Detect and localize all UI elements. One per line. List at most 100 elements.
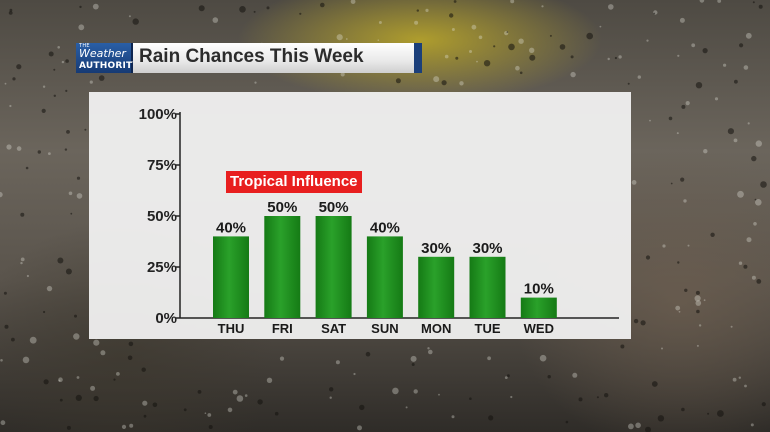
raindrop <box>510 0 515 4</box>
raindrop <box>3 291 7 295</box>
raindrop <box>681 104 686 109</box>
raindrop <box>578 397 583 402</box>
raindrop <box>755 140 762 147</box>
raindrop <box>266 6 270 10</box>
raindrop <box>633 318 639 324</box>
raindrop <box>743 65 749 70</box>
raindrop <box>59 398 63 402</box>
x-tick-label: TUE <box>475 321 501 336</box>
rain-chance-chart: 0% 25% 50% 75% 100% 40% THU 50% FRI 50% SAT 40% SUN 3… <box>139 106 619 336</box>
raindrop <box>710 232 715 237</box>
raindrop <box>12 77 16 81</box>
raindrop <box>476 60 478 63</box>
raindrop <box>20 257 25 262</box>
raindrop <box>53 94 56 98</box>
raindrop <box>699 0 705 3</box>
logo-text-weather: Weather <box>79 47 126 60</box>
raindrop <box>451 28 455 31</box>
raindrop <box>410 355 417 362</box>
raindrop <box>329 396 332 399</box>
raindrop <box>116 372 120 376</box>
raindrop <box>723 63 727 67</box>
raindrop <box>661 347 663 350</box>
raindrop <box>132 18 139 25</box>
raindrop <box>395 78 401 84</box>
raindrop <box>539 354 547 362</box>
raindrop <box>6 144 12 150</box>
raindrop <box>675 305 681 311</box>
raindrop <box>438 393 440 396</box>
raindrop <box>691 43 696 48</box>
raindrop <box>93 395 99 402</box>
raindrop <box>232 389 238 395</box>
raindrop <box>357 425 362 431</box>
weather-authority-logo: THE Weather AUTHORITY <box>76 43 139 73</box>
raindrop <box>678 310 681 313</box>
raindrop <box>529 54 536 61</box>
raindrop <box>761 402 766 407</box>
raindrop <box>453 0 457 3</box>
raindrop <box>471 24 477 30</box>
raindrop <box>645 255 651 260</box>
chart-panel: 0% 25% 50% 75% 100% 40% THU 50% FRI 50% SAT 40% SUN 3… <box>89 92 631 339</box>
raindrop <box>707 412 710 415</box>
raindrop <box>183 408 187 412</box>
raindrop <box>683 199 687 203</box>
raindrop <box>493 45 496 48</box>
raindrop <box>257 399 263 405</box>
raindrop <box>98 75 105 81</box>
raindrop <box>76 376 80 379</box>
raindrop <box>751 275 756 280</box>
raindrop <box>738 376 741 379</box>
raindrop <box>649 119 651 122</box>
raindrop <box>142 400 148 406</box>
raindrop <box>320 2 325 8</box>
raindrop <box>614 56 618 60</box>
raindrop <box>414 20 419 25</box>
raindrop <box>703 299 706 302</box>
raindrop <box>141 367 146 372</box>
raindrop <box>413 389 418 394</box>
raindrop <box>266 377 273 383</box>
raindrop <box>79 5 82 9</box>
raindrop <box>70 212 73 215</box>
raindrop <box>236 395 244 402</box>
x-tick-label: SUN <box>371 321 398 336</box>
raindrop <box>695 290 700 295</box>
raindrop <box>335 360 340 365</box>
x-tick-label: MON <box>421 321 451 336</box>
raindrop <box>377 39 380 41</box>
raindrop <box>392 387 399 395</box>
raindrop <box>299 12 302 15</box>
raindrop <box>128 15 131 18</box>
raindrop <box>43 379 49 385</box>
raindrop <box>752 1 755 4</box>
y-tick-label: 0% <box>155 310 177 327</box>
raindrop <box>487 356 491 361</box>
raindrop <box>128 341 134 347</box>
raindrop <box>737 190 744 198</box>
raindrop <box>127 355 133 361</box>
raindrop <box>204 412 207 415</box>
raindrop <box>29 336 37 344</box>
raindrop <box>57 46 60 49</box>
raindrop <box>455 56 459 60</box>
bar-value-label: 40% <box>216 219 246 236</box>
bar-thu <box>213 236 249 318</box>
raindrop <box>100 350 106 356</box>
raindrop <box>677 54 680 57</box>
page-title: Rain Chances This Week <box>139 46 364 67</box>
raindrop <box>702 48 708 54</box>
raindrop <box>676 132 679 135</box>
raindrop <box>488 415 494 421</box>
raindrop <box>618 55 622 59</box>
raindrop <box>9 8 13 12</box>
raindrop <box>64 148 68 151</box>
raindrop <box>696 309 700 314</box>
raindrop <box>646 39 649 42</box>
raindrop <box>113 378 116 381</box>
raindrop <box>20 212 25 217</box>
raindrop <box>751 155 757 162</box>
raindrop <box>738 261 743 265</box>
raindrop <box>0 191 3 198</box>
